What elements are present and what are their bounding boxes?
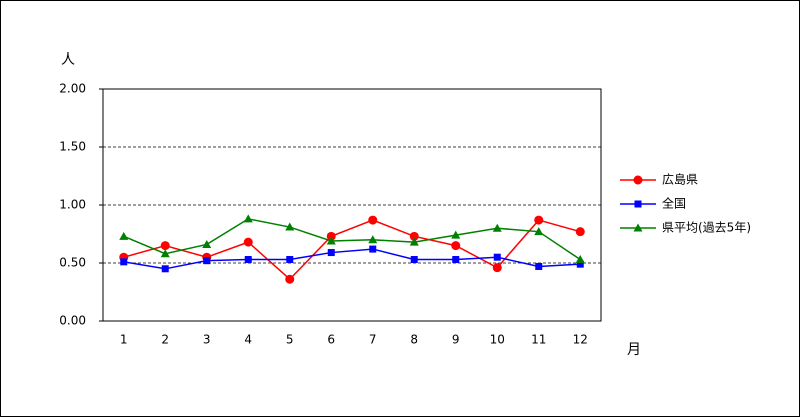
y-tick-label: 0.50 — [59, 256, 86, 270]
x-tick-label: 9 — [452, 333, 460, 347]
marker — [368, 235, 378, 244]
x-axis-label: 月 — [627, 342, 641, 358]
series-line — [123, 219, 581, 281]
marker — [493, 253, 501, 261]
marker — [634, 200, 642, 208]
marker — [575, 255, 585, 264]
marker — [326, 236, 336, 245]
x-tick-label: 11 — [531, 333, 546, 347]
marker — [286, 256, 294, 264]
legend-label: 全国 — [662, 196, 686, 211]
marker — [452, 256, 460, 264]
marker — [534, 227, 544, 236]
legend-label: 県平均(過去5年) — [662, 221, 751, 235]
marker — [451, 230, 461, 239]
marker — [244, 256, 252, 264]
marker — [326, 231, 336, 241]
x-tick-label: 10 — [490, 333, 505, 347]
marker — [534, 215, 544, 225]
marker — [451, 241, 461, 251]
marker — [160, 249, 170, 258]
x-tick-label: 2 — [161, 333, 169, 347]
y-tick-label: 0.00 — [59, 314, 86, 328]
y-tick-label: 1.00 — [59, 198, 86, 212]
marker — [161, 265, 169, 273]
y-tick-label: 1.50 — [59, 140, 86, 154]
series-line — [123, 218, 581, 261]
marker — [120, 258, 128, 266]
x-tick-label: 12 — [573, 333, 588, 347]
x-tick-label: 7 — [369, 333, 377, 347]
x-tick-label: 1 — [120, 333, 128, 347]
marker — [368, 215, 378, 225]
marker — [327, 249, 335, 257]
y-tick-label: 2.00 — [59, 82, 86, 96]
plot-area — [102, 88, 602, 322]
x-tick-label: 4 — [244, 333, 252, 347]
marker — [409, 237, 419, 246]
marker — [492, 223, 502, 232]
marker — [575, 227, 585, 237]
legend-label: 広島県 — [662, 172, 698, 187]
x-tick-label: 8 — [410, 333, 418, 347]
marker — [285, 222, 295, 231]
y-axis-label: 人 — [61, 52, 75, 68]
marker — [119, 231, 129, 240]
x-tick-label: 6 — [327, 333, 335, 347]
series-line — [123, 248, 581, 270]
marker — [369, 245, 377, 253]
marker — [409, 231, 419, 241]
marker — [202, 239, 212, 248]
marker — [492, 263, 502, 273]
marker — [535, 262, 543, 270]
marker — [285, 274, 295, 284]
marker — [576, 260, 584, 268]
marker — [633, 175, 643, 185]
x-tick-label: 5 — [286, 333, 294, 347]
x-tick-label: 3 — [203, 333, 211, 347]
marker — [243, 237, 253, 247]
marker — [633, 223, 643, 232]
marker — [203, 257, 211, 265]
marker — [410, 256, 418, 264]
marker — [160, 241, 170, 251]
marker — [243, 214, 253, 223]
